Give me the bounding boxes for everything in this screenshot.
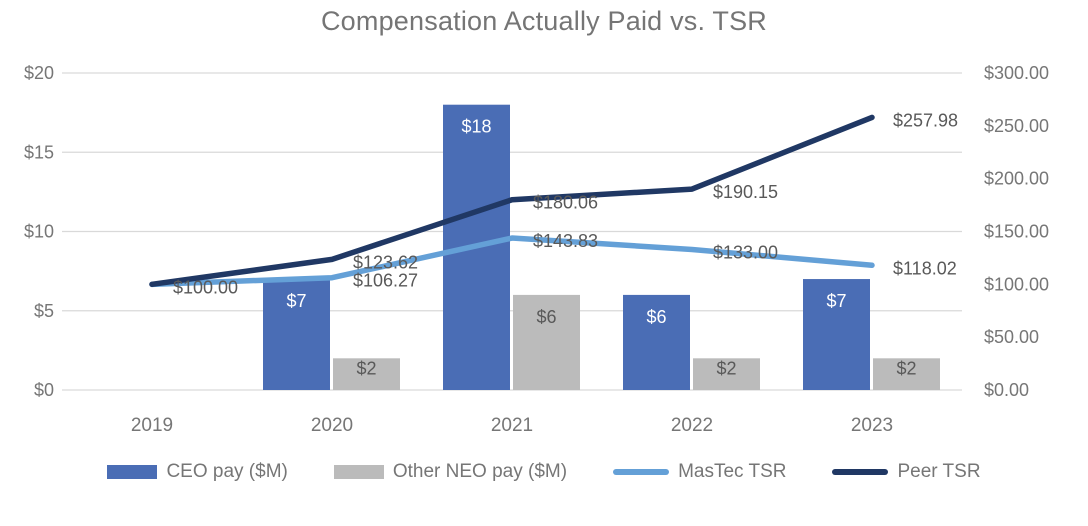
right-axis-tick-label: $200.00 (984, 169, 1049, 189)
line-data-label: $123.62 (353, 252, 418, 272)
peer-tsr-line (149, 114, 875, 288)
chart-legend: CEO pay ($M) Other NEO pay ($M) MasTec T… (0, 461, 1088, 483)
mastec-tsr-swatch-icon (613, 469, 670, 475)
line-data-label: $257.98 (893, 110, 958, 130)
other-neo-pay-bar (513, 294, 580, 390)
right-axis-tick-label: $50.00 (984, 327, 1039, 347)
line-data-label: $180.06 (533, 193, 598, 213)
other-neo-pay-bar (873, 358, 940, 390)
legend-label: CEO pay ($M) (166, 461, 288, 482)
x-axis-category-label: 2019 (131, 415, 173, 436)
bar-data-label: $7 (826, 291, 846, 311)
legend-label: Other NEO pay ($M) (392, 461, 568, 482)
legend-label: MasTec TSR (678, 461, 787, 482)
legend-item-peer-tsr: Peer TSR (832, 461, 981, 483)
mastec-tsr-line (149, 235, 875, 288)
right-axis-tick-label: $250.00 (984, 116, 1049, 136)
x-axis-category-label: 2020 (311, 415, 353, 436)
line-data-label: $106.27 (353, 271, 418, 291)
right-axis-tick-label: $0.00 (984, 380, 1029, 400)
right-axis-tick-label: $300.00 (984, 63, 1049, 83)
ceo-pay-bar (263, 279, 330, 390)
left-axis-tick-label: $15 (24, 142, 54, 162)
line-data-label: $118.02 (893, 258, 957, 278)
legend-item-ceo-pay: CEO pay ($M) (107, 461, 288, 483)
ceo-pay-swatch-icon (107, 465, 158, 479)
x-axis-category-label: 2023 (851, 415, 893, 436)
bar-data-label: $2 (896, 358, 916, 378)
left-axis-tick-label: $10 (24, 222, 54, 242)
bar-data-label: $7 (286, 291, 306, 311)
legend-item-mastec-tsr: MasTec TSR (613, 461, 786, 483)
legend-item-other-neo-pay: Other NEO pay ($M) (333, 461, 568, 483)
bar-data-label: $18 (461, 117, 491, 137)
line-data-label: $100.00 (173, 277, 238, 297)
peer-tsr-swatch-icon (832, 469, 889, 475)
left-axis-tick-label: $0 (34, 380, 54, 400)
line-data-label: $133.00 (713, 242, 778, 262)
chart-title: Compensation Actually Paid vs. TSR (320, 6, 767, 36)
bar-data-label: $6 (536, 307, 556, 327)
legend-label: Peer TSR (897, 461, 981, 482)
bar-data-label: $2 (716, 358, 736, 378)
x-axis-category-label: 2022 (671, 415, 713, 436)
other-neo-pay-bar (693, 358, 760, 390)
right-axis-tick-label: $100.00 (984, 274, 1049, 294)
ceo-pay-bar (803, 279, 870, 390)
left-axis-tick-label: $5 (34, 301, 54, 321)
x-axis-category-label: 2021 (491, 415, 533, 436)
other-neo-pay-swatch-icon (333, 465, 384, 479)
ceo-pay-bar (623, 294, 690, 390)
line-data-label: $143.83 (533, 231, 598, 251)
right-axis-tick-label: $150.00 (984, 222, 1049, 242)
bar-data-label: $2 (356, 358, 376, 378)
bar-data-label: $6 (646, 307, 666, 327)
line-data-label: $190.15 (713, 182, 778, 202)
left-axis-tick-label: $20 (24, 63, 54, 83)
other-neo-pay-bar (333, 358, 400, 390)
